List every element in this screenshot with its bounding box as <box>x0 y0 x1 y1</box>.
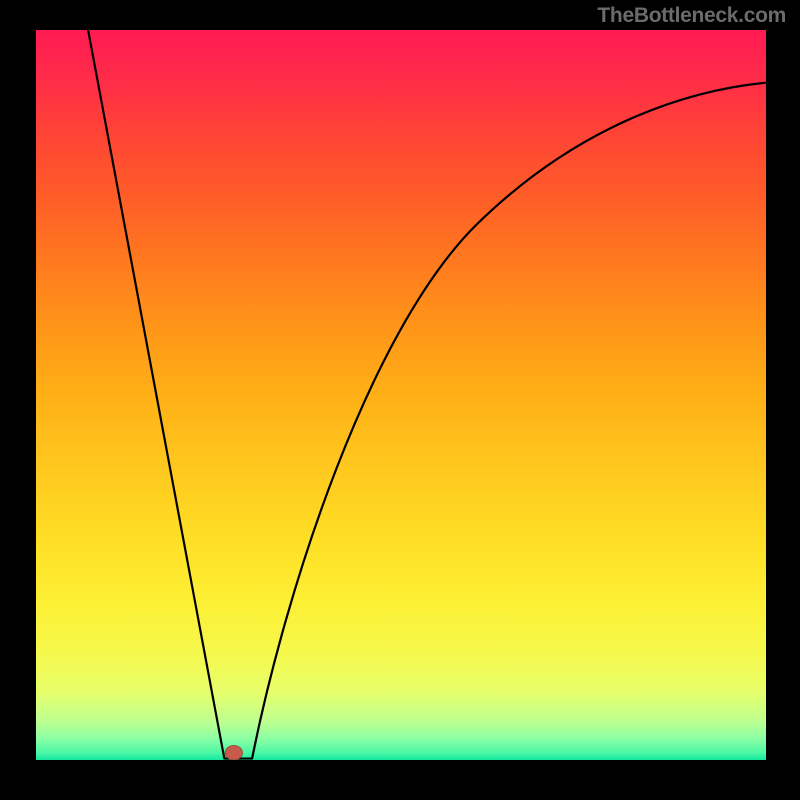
optimum-marker <box>225 745 243 760</box>
chart-plot-area <box>36 30 766 760</box>
bottleneck-curve-chart <box>36 30 766 760</box>
chart-background <box>36 30 766 760</box>
attribution-text: TheBottleneck.com <box>597 4 786 28</box>
